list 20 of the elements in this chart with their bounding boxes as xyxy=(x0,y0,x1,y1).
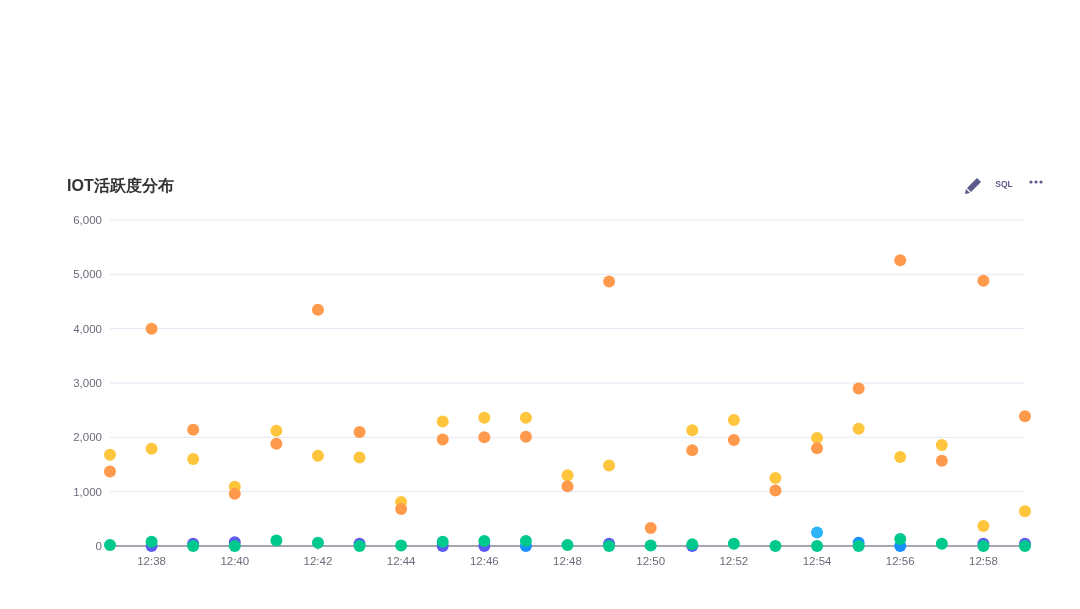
y-tick-label: 4,000 xyxy=(73,322,102,335)
x-tick-label: 12:46 xyxy=(469,555,499,567)
y-tick-label: 2,000 xyxy=(73,431,102,444)
y-tick-label: 5,000 xyxy=(73,268,102,281)
title: IOT活跃度分布 xyxy=(67,177,174,194)
toolbar-text: SQL xyxy=(995,179,1013,189)
x-tick-label: 12:42 xyxy=(303,555,333,567)
x-tick-label: 12:50 xyxy=(636,555,666,567)
x-tick-label: 12:58 xyxy=(969,555,998,567)
x-tick-label: 12:56 xyxy=(885,555,915,567)
y-tick-label: 6,000 xyxy=(73,214,102,226)
y-tick-label: 1,000 xyxy=(73,485,102,498)
x-tick-label: 12:52 xyxy=(719,555,749,567)
x-tick-label: 12:54 xyxy=(802,555,833,567)
x-tick-label: 12:38 xyxy=(137,555,166,567)
y-tick-label: 0 xyxy=(95,540,102,552)
x-tick-label: 12:44 xyxy=(386,555,417,567)
x-tick-label: 12:48 xyxy=(553,555,582,567)
x-tick-label: 12:40 xyxy=(220,555,250,567)
y-tick-label: 3,000 xyxy=(73,377,102,389)
